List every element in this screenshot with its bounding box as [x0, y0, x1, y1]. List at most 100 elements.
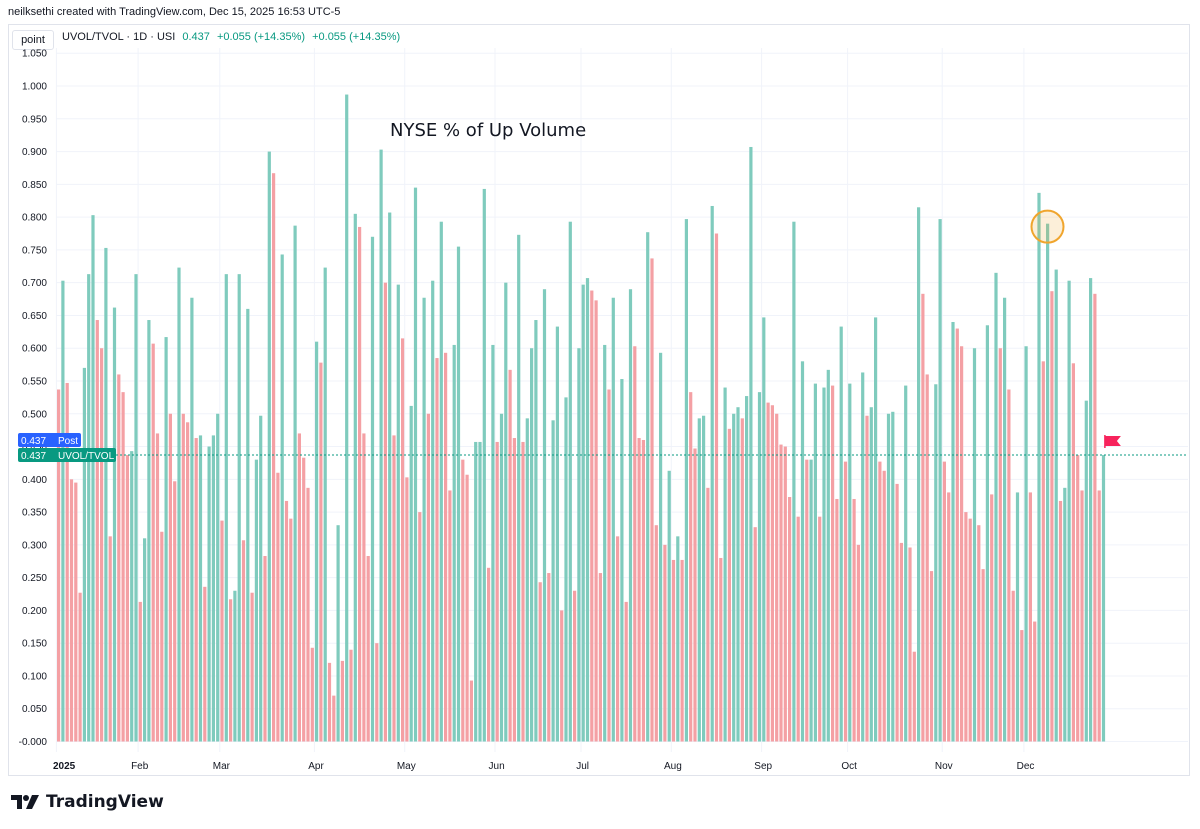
bar[interactable]	[882, 470, 886, 742]
bar[interactable]	[762, 317, 766, 742]
bar[interactable]	[809, 459, 813, 742]
bar[interactable]	[921, 293, 925, 742]
bar[interactable]	[1020, 630, 1024, 742]
bar[interactable]	[585, 278, 590, 742]
bar[interactable]	[723, 387, 727, 742]
bar[interactable]	[697, 418, 701, 742]
bar[interactable]	[409, 405, 413, 742]
bar[interactable]	[435, 358, 439, 742]
bar[interactable]	[1007, 389, 1011, 742]
bar[interactable]	[289, 518, 293, 742]
bar[interactable]	[680, 559, 684, 742]
bar[interactable]	[401, 338, 405, 742]
bar[interactable]	[1050, 291, 1054, 742]
bar[interactable]	[573, 590, 577, 742]
bar[interactable]	[448, 490, 452, 742]
bar[interactable]	[259, 415, 263, 742]
bar[interactable]	[908, 547, 912, 742]
bar[interactable]	[779, 444, 783, 742]
bar[interactable]	[224, 274, 228, 742]
bar[interactable]	[856, 544, 860, 742]
bar[interactable]	[998, 348, 1002, 742]
bar[interactable]	[994, 272, 998, 742]
bar[interactable]	[981, 569, 985, 742]
bar[interactable]	[426, 413, 430, 742]
bar[interactable]	[792, 221, 796, 742]
bar[interactable]	[826, 369, 830, 742]
bar[interactable]	[91, 215, 95, 742]
bar[interactable]	[831, 385, 835, 742]
bar[interactable]	[349, 649, 353, 742]
bar[interactable]	[633, 346, 637, 742]
bar[interactable]	[577, 348, 581, 742]
symbol-legend[interactable]: UVOL/TVOL · 1D · USI 0.437 +0.055 (+14.3…	[62, 31, 400, 43]
bar[interactable]	[839, 326, 843, 742]
bar[interactable]	[749, 146, 753, 742]
bar[interactable]	[254, 459, 258, 742]
bar[interactable]	[138, 601, 142, 742]
bar[interactable]	[530, 348, 534, 742]
bar[interactable]	[757, 392, 762, 742]
bar[interactable]	[542, 289, 547, 742]
bar[interactable]	[805, 459, 809, 742]
bar[interactable]	[263, 556, 267, 742]
bar[interactable]	[439, 221, 443, 742]
bar[interactable]	[1011, 590, 1015, 742]
bar[interactable]	[560, 610, 564, 742]
bar[interactable]	[775, 413, 779, 742]
bar[interactable]	[198, 435, 203, 742]
bar[interactable]	[663, 544, 667, 742]
bar[interactable]	[964, 512, 968, 742]
bar[interactable]	[69, 479, 74, 742]
bar[interactable]	[108, 536, 112, 742]
bar[interactable]	[194, 438, 198, 742]
bar[interactable]	[891, 411, 895, 742]
bar[interactable]	[1067, 280, 1071, 742]
bar[interactable]	[852, 498, 856, 742]
bar[interactable]	[456, 246, 461, 742]
bar[interactable]	[719, 557, 723, 742]
bar[interactable]	[689, 392, 693, 742]
bar[interactable]	[100, 348, 104, 742]
bar[interactable]	[512, 438, 516, 742]
bar[interactable]	[246, 308, 250, 742]
bar[interactable]	[461, 459, 465, 742]
bar[interactable]	[370, 236, 375, 742]
bar[interactable]	[968, 518, 972, 742]
bar[interactable]	[302, 457, 306, 742]
bar[interactable]	[1071, 363, 1075, 742]
bar[interactable]	[874, 317, 878, 742]
bar[interactable]	[899, 542, 903, 742]
bar[interactable]	[366, 556, 370, 742]
bar[interactable]	[1054, 269, 1058, 742]
bar[interactable]	[702, 415, 706, 742]
bar[interactable]	[190, 297, 194, 742]
bar[interactable]	[168, 413, 172, 742]
bar[interactable]	[551, 420, 555, 742]
bar[interactable]	[413, 187, 418, 742]
bar[interactable]	[1041, 361, 1045, 742]
bar[interactable]	[564, 397, 568, 742]
bar[interactable]	[736, 407, 740, 742]
bar[interactable]	[676, 536, 680, 742]
bar[interactable]	[297, 433, 301, 742]
bar[interactable]	[216, 413, 220, 742]
bar[interactable]	[985, 325, 989, 742]
bar[interactable]	[753, 527, 757, 742]
bar[interactable]	[745, 396, 749, 742]
bar[interactable]	[353, 213, 357, 742]
bar[interactable]	[624, 601, 628, 742]
bar[interactable]	[155, 433, 160, 742]
bar[interactable]	[160, 531, 164, 742]
bar[interactable]	[1101, 455, 1106, 742]
bar[interactable]	[886, 413, 891, 742]
bar[interactable]	[904, 385, 908, 742]
bar[interactable]	[929, 571, 934, 742]
bar[interactable]	[607, 389, 611, 742]
bar[interactable]	[732, 413, 736, 742]
bar[interactable]	[646, 232, 650, 742]
bar[interactable]	[474, 441, 478, 742]
bar[interactable]	[504, 282, 508, 742]
bar[interactable]	[203, 586, 207, 742]
bar[interactable]	[1037, 192, 1041, 742]
